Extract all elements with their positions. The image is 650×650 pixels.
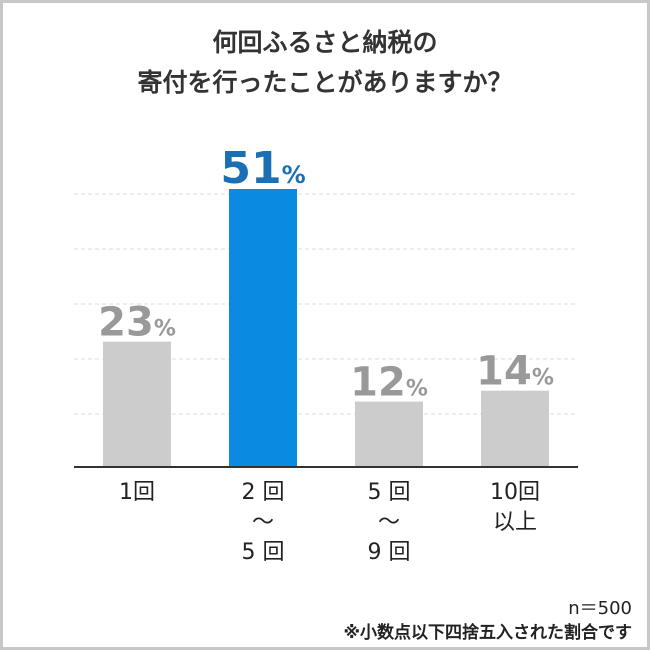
bar-value-label: 14% (476, 349, 554, 395)
category-label-line: 5 回 (241, 540, 285, 565)
category-label-line: 1回 (119, 480, 155, 505)
sample-size-note: n＝500 (568, 598, 632, 619)
bar-value-label: 51% (220, 143, 305, 194)
bar (103, 341, 171, 467)
category-label-line: ～ (251, 510, 274, 535)
category-label-line: 2 回 (241, 480, 285, 505)
category-label: 10回以上 (455, 478, 575, 538)
rounding-footnote: ※小数点以下四捨五入された割合です (343, 623, 632, 643)
category-label-line: 10回 (490, 480, 540, 505)
category-label-line: 5 回 (367, 480, 411, 505)
bar (229, 189, 297, 467)
bar-value-label: 12% (350, 360, 428, 406)
bar (355, 401, 423, 467)
category-label: 5 回 ～ 9 回 (329, 478, 449, 568)
category-label: 2 回 ～ 5 回 (203, 478, 323, 568)
chart-title-line-2: 寄付を行ったことがありますか？ (137, 68, 513, 97)
category-label-line: 以上 (492, 510, 537, 535)
category-label: 1回 (77, 478, 197, 508)
category-label-line: ～ (377, 510, 400, 535)
bar-value-label: 23% (98, 300, 176, 346)
bar (481, 390, 549, 467)
chart-title-line-1: 何回ふるさと納税の (212, 28, 438, 57)
category-label-line: 9 回 (367, 540, 411, 565)
